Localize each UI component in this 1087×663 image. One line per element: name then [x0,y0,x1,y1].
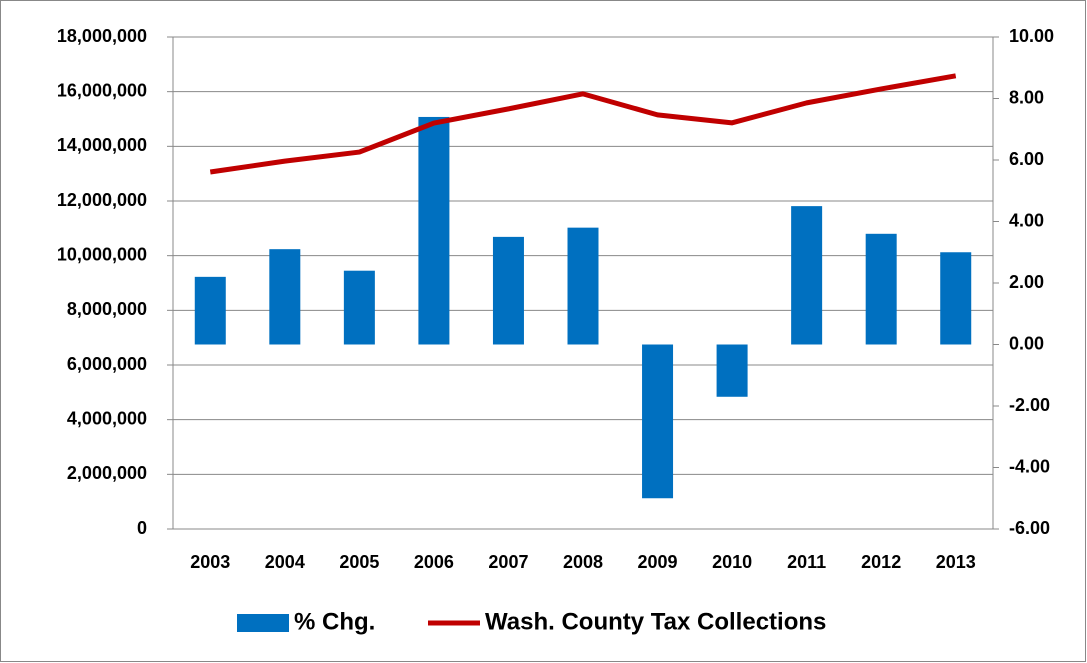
x-tick-label: 2004 [265,552,305,572]
y2-tick-label: -4.00 [1009,456,1050,476]
legend-label: % Chg. [294,608,375,635]
y-tick-label: 8,000,000 [67,299,147,319]
legend-swatch [237,614,289,632]
bar [567,227,599,345]
y2-tick-label: 4.00 [1009,210,1044,230]
bar [791,206,823,345]
y2-tick-label: 10.00 [1009,26,1054,46]
x-tick-label: 2013 [936,552,976,572]
x-tick-label: 2006 [414,552,454,572]
x-tick-label: 2009 [638,552,678,572]
y-tick-label: 4,000,000 [67,408,147,428]
bar [194,276,226,345]
y2-tick-label: -6.00 [1009,518,1050,538]
x-tick-label: 2011 [787,552,826,572]
y2-tick-label: 2.00 [1009,272,1044,292]
y-tick-label: 18,000,000 [57,26,147,46]
y-tick-label: 14,000,000 [57,135,147,155]
y2-tick-label: -2.00 [1009,395,1050,415]
y-tick-label: 16,000,000 [57,80,147,100]
bar [492,236,524,345]
x-tick-label: 2010 [712,552,752,572]
x-tick-label: 2007 [488,552,528,572]
legend-label: Wash. County Tax Collections [485,608,826,635]
bar [343,270,375,345]
bar [418,116,450,345]
y2-tick-label: 8.00 [1009,87,1044,107]
x-tick-label: 2012 [861,552,901,572]
y-tick-label: 0 [137,518,147,538]
bar [642,344,674,499]
y-tick-label: 2,000,000 [67,463,147,483]
y-tick-label: 6,000,000 [67,354,147,374]
x-tick-label: 2005 [339,552,379,572]
bar [269,249,301,345]
y-tick-label: 10,000,000 [57,244,147,264]
bar [940,252,972,345]
y2-tick-label: 6.00 [1009,149,1044,169]
line [209,73,957,175]
x-tick-label: 2003 [190,552,230,572]
bar [865,233,897,345]
y-tick-label: 12,000,000 [57,190,147,210]
x-tick-label: 2008 [563,552,603,572]
bar [716,344,748,397]
y2-tick-label: 0.00 [1009,333,1044,353]
